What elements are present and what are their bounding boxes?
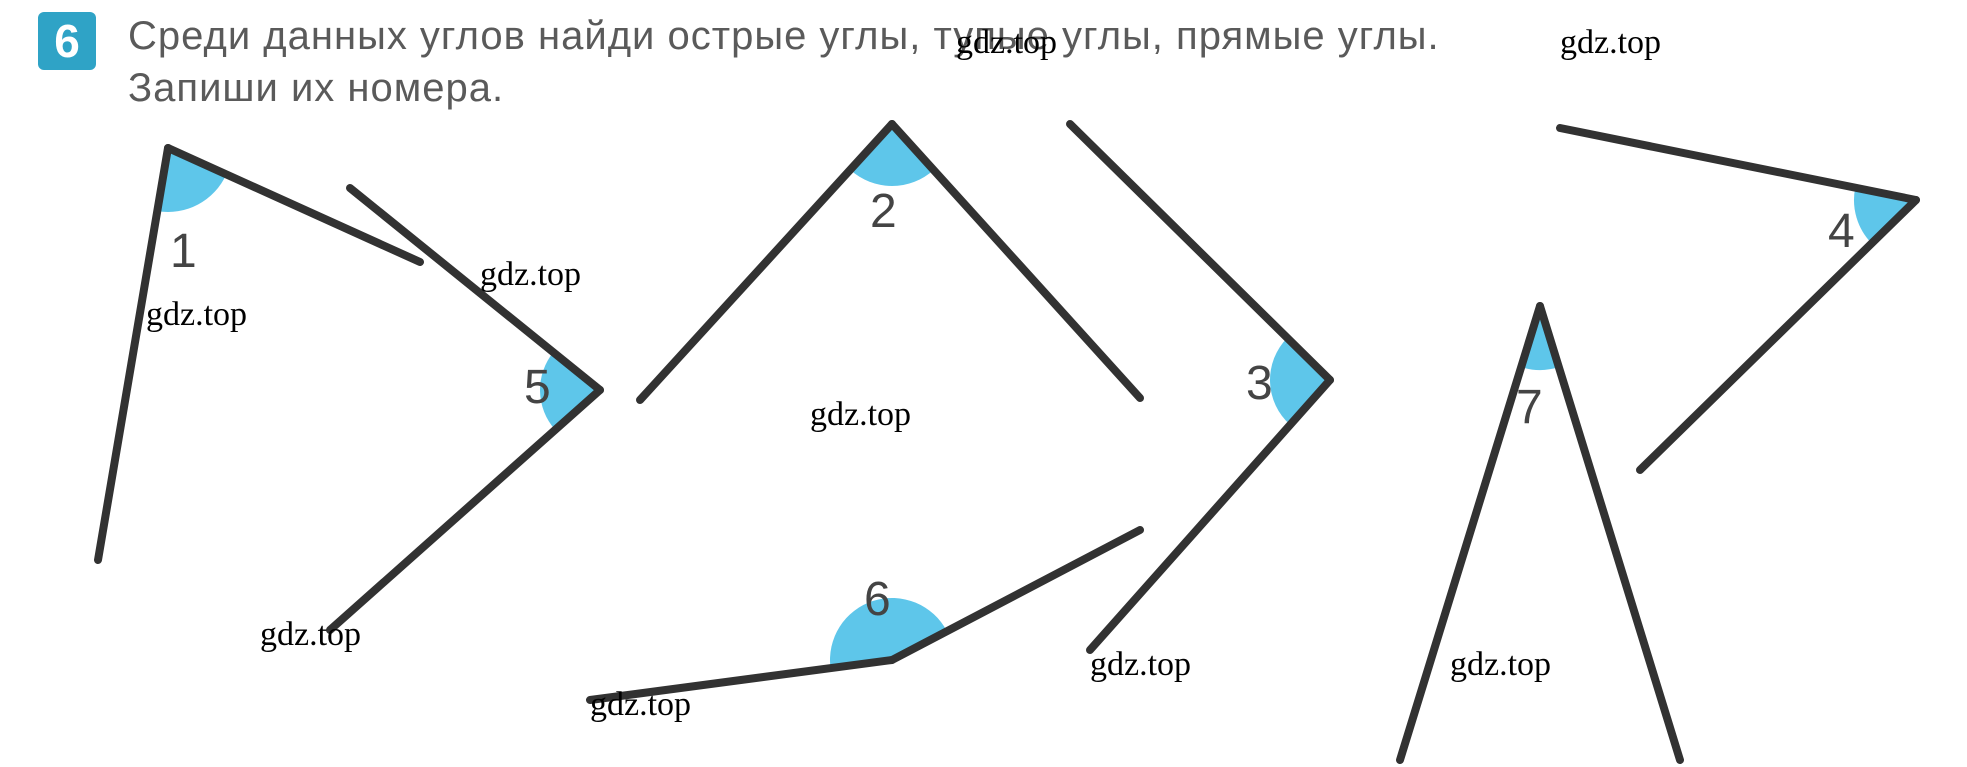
angle-arc-3 [1270,338,1330,425]
angle-ray-7-2 [1540,306,1680,760]
watermark: gdz.top [260,616,361,654]
angle-ray-4-1 [1560,128,1916,200]
watermark: gdz.top [1560,24,1661,62]
watermark: gdz.top [810,396,911,434]
watermark: gdz.top [146,296,247,334]
angle-label-3: 3 [1246,356,1273,411]
angle-arc-7 [1521,306,1559,370]
angle-ray-4-2 [1640,200,1916,470]
angle-ray-1-1 [98,148,168,560]
angle-label-1: 1 [170,224,197,279]
problem-number: 6 [54,14,80,68]
angle-label-4: 4 [1828,204,1855,259]
watermark: gdz.top [1090,646,1191,684]
angle-ray-3-1 [1070,124,1330,380]
angle-label-2: 2 [870,184,897,239]
angle-label-6: 6 [864,572,891,627]
angle-arc-4 [1854,188,1916,244]
watermark: gdz.top [590,686,691,724]
angle-label-5: 5 [524,360,551,415]
angle-arc-1 [157,148,226,212]
angle-label-7: 7 [1516,380,1543,435]
angle-ray-7-1 [1400,306,1540,760]
watermark: gdz.top [956,24,1057,62]
angle-ray-6-2 [892,530,1140,660]
problem-number-badge: 6 [38,12,96,70]
angle-ray-5-2 [330,390,600,630]
angle-ray-2-2 [892,124,1140,398]
watermark: gdz.top [1450,646,1551,684]
watermark: gdz.top [480,256,581,294]
problem-text-line2: Запиши их номера. [128,66,504,111]
angle-ray-1-2 [168,148,420,262]
angle-arc-2 [850,124,933,186]
angle-ray-3-2 [1090,380,1330,650]
angle-ray-2-1 [640,124,892,400]
problem-text-line1: Среди данных углов найди острые углы, ту… [128,14,1440,59]
